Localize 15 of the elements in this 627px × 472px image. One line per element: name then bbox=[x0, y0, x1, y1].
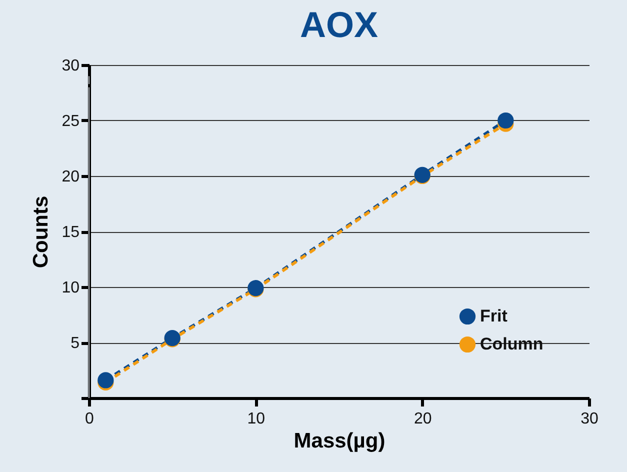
x-tick-label: 0 bbox=[85, 410, 94, 428]
x-tick-label: 20 bbox=[414, 410, 432, 428]
y-tick-label: 5 bbox=[70, 335, 80, 352]
y-tick-label: 20 bbox=[62, 168, 80, 186]
y-tick-label: 15 bbox=[62, 224, 80, 241]
legend-label: Frit bbox=[480, 306, 508, 326]
chart-title: AOX bbox=[300, 4, 378, 45]
y-tick-label: 10 bbox=[62, 280, 80, 296]
x-tick-label: 10 bbox=[247, 410, 266, 428]
y-tick-label: 25 bbox=[62, 113, 80, 130]
y-tick-label: 30 bbox=[62, 58, 80, 74]
point bbox=[498, 112, 514, 129]
y-axis-title: Counts bbox=[30, 196, 53, 268]
x-tick-label: 30 bbox=[580, 410, 598, 428]
x-axis-title: Mass(µg) bbox=[294, 430, 386, 452]
